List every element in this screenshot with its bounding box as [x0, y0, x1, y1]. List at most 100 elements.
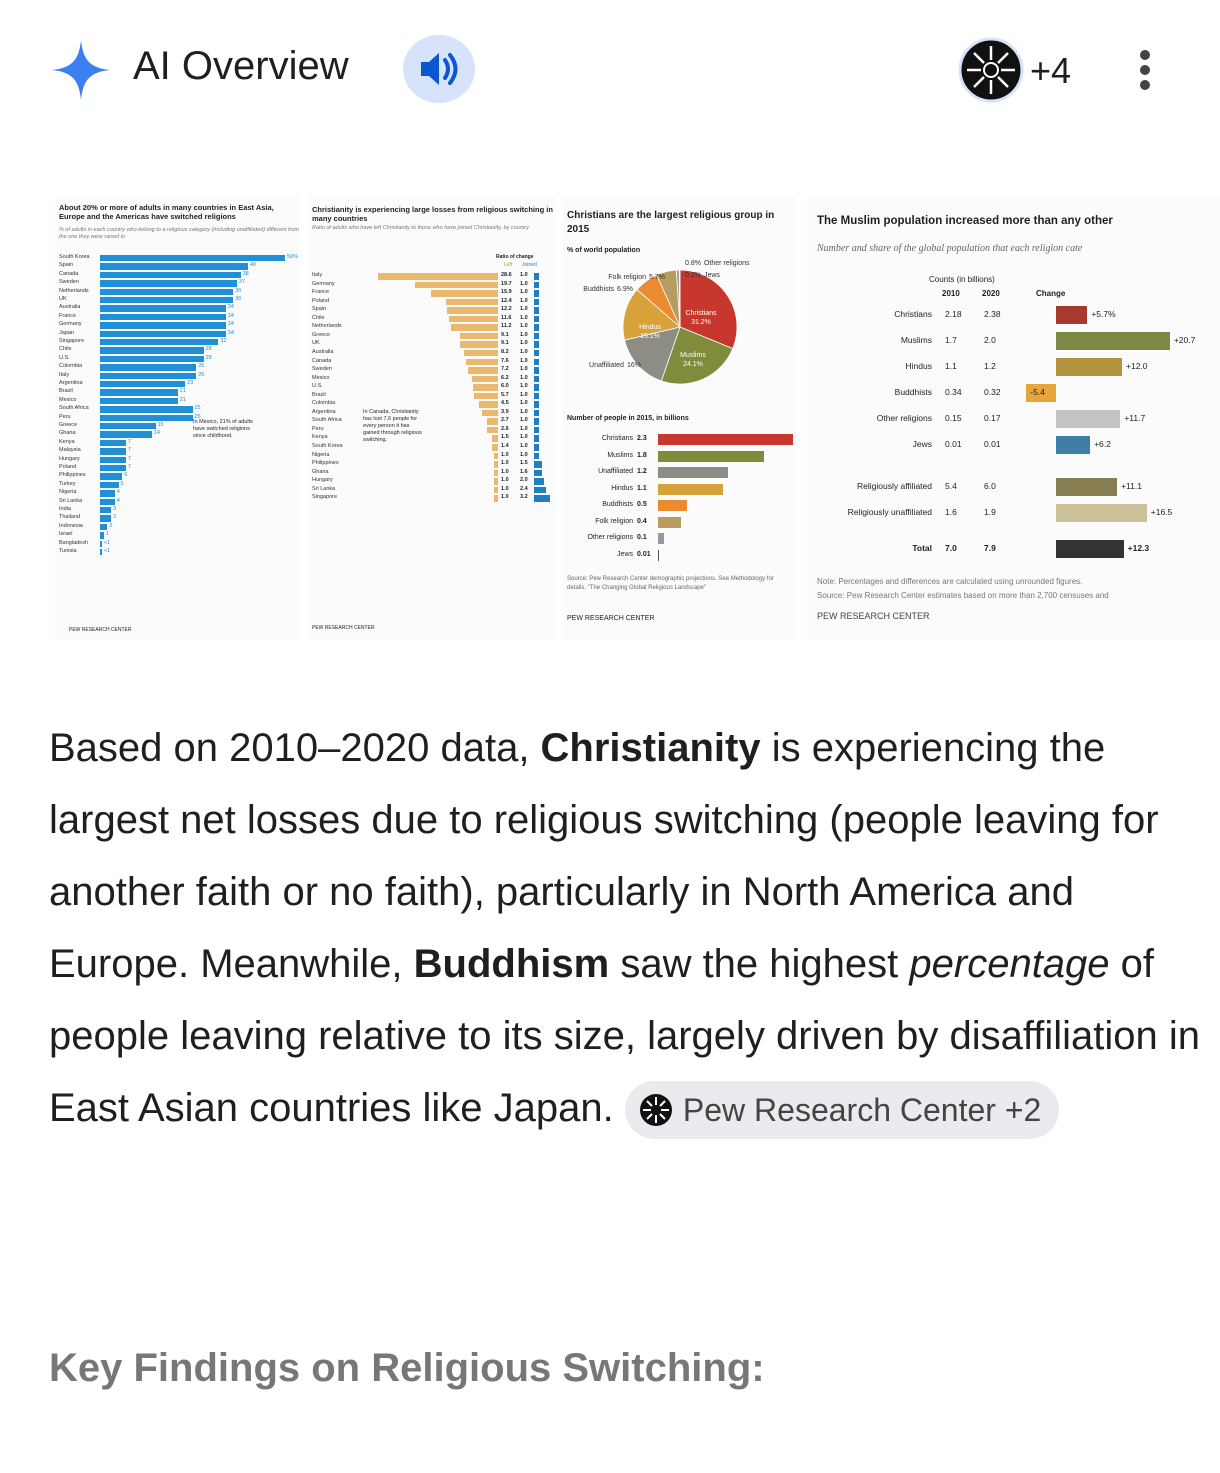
bar [1056, 358, 1122, 376]
thumbnail-image[interactable]: About 20% or more of adults in many coun… [55, 197, 300, 640]
bar [534, 324, 539, 331]
count-2020: 2.38 [984, 309, 1001, 319]
row-label: Japan [59, 329, 74, 336]
bar [431, 290, 498, 297]
bar [534, 426, 539, 434]
answer-segment: of people leaving relative to its size, … [49, 942, 1200, 1130]
value-label: <1 [103, 539, 111, 546]
bar [100, 414, 193, 421]
answer-segment: Christianity [540, 726, 761, 770]
row-label: Singapore [59, 338, 85, 344]
bar [467, 367, 498, 374]
bar [1056, 540, 1124, 558]
value-label: 6.0 [501, 383, 509, 390]
slice-label: Hindus 15.1% [639, 324, 661, 340]
row-label: Italy [59, 371, 70, 378]
bar [100, 406, 193, 413]
row-label: Colombia [312, 400, 336, 407]
row-label: UK [312, 340, 320, 347]
row-label: Hungary [312, 477, 333, 484]
value-label: 7 [127, 447, 131, 454]
row-label: India [59, 506, 71, 512]
value-label: 1.0 [520, 340, 528, 347]
slice-text: Unaffiliated [589, 362, 624, 369]
value-label: 1.0 [501, 468, 509, 475]
slice-text: 6.9% [617, 286, 633, 293]
bar [100, 498, 115, 505]
bar [445, 298, 498, 306]
bar [100, 456, 126, 463]
bar [471, 375, 498, 383]
row-label: Germany [59, 321, 82, 328]
chip-icon [639, 1094, 672, 1127]
value-label: 34 [227, 321, 234, 328]
value-label: 1.0 [520, 434, 528, 441]
bar [1056, 410, 1121, 428]
row-label: Chile [59, 346, 72, 353]
bar [100, 330, 226, 337]
bar [100, 540, 102, 547]
value-label: 1.0 [520, 366, 528, 373]
count-2020: 0.17 [984, 413, 1001, 423]
slice-text: Jews [704, 272, 720, 279]
count-2020: 0.32 [984, 387, 1001, 397]
count-2020: 6.0 [984, 481, 996, 491]
count-2010: 2.18 [945, 309, 962, 319]
row-label: Religiously unaffiliated [847, 507, 932, 517]
value-label: 2.6 [501, 425, 509, 432]
row-label: South Korea [59, 254, 90, 260]
row-label: U.S. [59, 354, 70, 361]
annotation: In Canada, Christianity has lost 7.6 peo… [363, 409, 422, 443]
count-2010: 0.15 [945, 413, 962, 423]
value-label: 15 [157, 422, 164, 428]
listen-button[interactable] [402, 34, 476, 104]
bar [100, 297, 234, 304]
row-label: Other religions [876, 413, 932, 423]
value-label: 7.2 [501, 366, 509, 373]
thumbnail-image[interactable]: The Muslim population increased more tha… [807, 197, 1220, 640]
row-label: Australia [59, 304, 81, 311]
bar [658, 549, 659, 561]
more-menu[interactable] [1132, 48, 1158, 94]
bar [534, 281, 539, 289]
bar [534, 341, 539, 348]
row-label: South Korea [312, 443, 343, 449]
column-header: Change [1036, 289, 1066, 298]
bar [100, 280, 237, 287]
credit: PEW RESEARCH CENTER [817, 611, 930, 621]
thumbnail-image[interactable]: Christians are the largest religious gro… [563, 197, 795, 640]
value-label: 1.0 [501, 485, 509, 492]
value-label: 1 [105, 531, 109, 538]
overview-title: AI Overview [133, 44, 349, 88]
source: Source: Pew Research Center estimates ba… [817, 591, 1109, 600]
value-label: 1.0 [520, 272, 528, 278]
bar [100, 423, 156, 430]
bar [100, 339, 219, 346]
value-label: 38 [242, 270, 249, 277]
row-label: Canada [312, 357, 332, 364]
value-label: 19.7 [501, 280, 512, 287]
row-label: Singapore [312, 494, 338, 501]
bar [534, 273, 539, 280]
row-label: UK [59, 296, 67, 302]
value-label: 34 [227, 329, 234, 336]
source-chip[interactable]: Pew Research Center +2 [624, 1081, 1060, 1140]
source-avatar[interactable] [958, 37, 1024, 103]
count-2020: 1.9 [984, 507, 996, 517]
thumbnail-image[interactable]: Christianity is experiencing large losse… [308, 197, 555, 640]
bar [459, 332, 498, 340]
value-label: 1.0 [520, 306, 528, 313]
sources-count[interactable]: +4 [1030, 50, 1072, 91]
slice-text: 0.8% [685, 260, 701, 267]
column-header: 2020 [982, 289, 1000, 298]
row-label: Sri Lanka [312, 485, 336, 492]
row-label: Ghana [59, 430, 76, 437]
thumb-title: About 20% or more of adults in many coun… [59, 203, 274, 221]
bar [100, 515, 112, 522]
bar [534, 349, 539, 357]
row-label: Religiously affiliated [857, 481, 932, 491]
pie-title: % of world population [567, 247, 641, 254]
slice-text: 24.1% [683, 361, 703, 368]
bar [658, 434, 793, 445]
